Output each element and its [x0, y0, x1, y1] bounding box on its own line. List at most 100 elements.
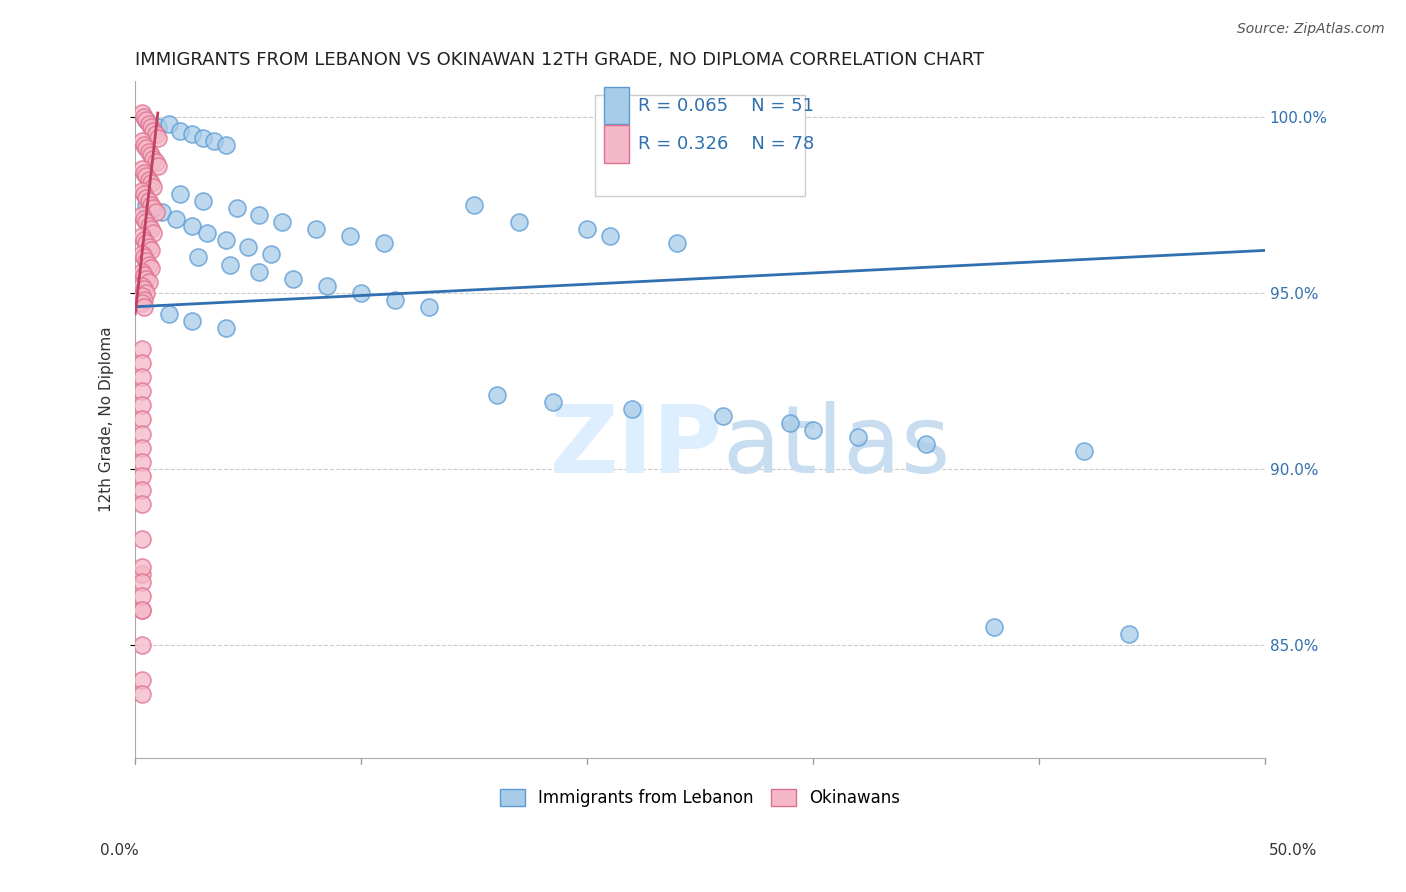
- Legend: Immigrants from Lebanon, Okinawans: Immigrants from Lebanon, Okinawans: [494, 782, 907, 814]
- Point: [666, 236, 689, 251]
- Point: [131, 356, 153, 370]
- Point: [621, 401, 644, 416]
- Point: [142, 226, 165, 240]
- Point: [1073, 444, 1095, 458]
- Point: [134, 268, 156, 282]
- Point: [169, 187, 191, 202]
- Point: [139, 177, 162, 191]
- Point: [135, 271, 157, 285]
- Point: [131, 567, 153, 582]
- Point: [135, 169, 157, 184]
- Point: [135, 285, 157, 300]
- Point: [135, 113, 157, 128]
- Point: [131, 370, 153, 384]
- Point: [316, 278, 339, 293]
- FancyBboxPatch shape: [595, 95, 806, 196]
- Point: [139, 120, 162, 135]
- Point: [135, 215, 157, 229]
- Point: [373, 236, 395, 251]
- Point: [1118, 627, 1140, 641]
- Point: [214, 137, 236, 152]
- Point: [138, 173, 160, 187]
- Point: [134, 166, 156, 180]
- Point: [131, 106, 153, 120]
- Point: [139, 244, 162, 258]
- Point: [134, 211, 156, 226]
- Point: [134, 293, 156, 307]
- Text: R = 0.326    N = 78: R = 0.326 N = 78: [638, 136, 814, 153]
- Point: [384, 293, 406, 307]
- Text: R = 0.065    N = 51: R = 0.065 N = 51: [638, 96, 814, 115]
- Point: [134, 137, 156, 152]
- Point: [779, 416, 801, 430]
- Point: [138, 240, 160, 254]
- Point: [142, 152, 165, 166]
- Point: [180, 127, 202, 141]
- Point: [131, 560, 153, 574]
- Y-axis label: 12th Grade, No Diploma: 12th Grade, No Diploma: [100, 326, 114, 512]
- Point: [138, 258, 160, 272]
- Point: [131, 441, 153, 455]
- FancyBboxPatch shape: [605, 125, 628, 162]
- Point: [138, 145, 160, 159]
- Point: [145, 155, 167, 169]
- Point: [131, 278, 153, 293]
- Point: [271, 215, 294, 229]
- Point: [135, 236, 157, 251]
- Point: [131, 264, 153, 278]
- Point: [131, 497, 153, 511]
- Point: [142, 123, 165, 137]
- Point: [165, 211, 187, 226]
- Point: [131, 603, 153, 617]
- Point: [418, 300, 440, 314]
- Point: [915, 437, 938, 451]
- Point: [801, 423, 824, 437]
- Point: [339, 229, 361, 244]
- Point: [305, 222, 328, 236]
- Point: [249, 264, 271, 278]
- Point: [131, 603, 153, 617]
- Point: [150, 204, 173, 219]
- Point: [131, 384, 153, 399]
- Point: [180, 314, 202, 328]
- Point: [131, 483, 153, 497]
- Text: IMMIGRANTS FROM LEBANON VS OKINAWAN 12TH GRADE, NO DIPLOMA CORRELATION CHART: IMMIGRANTS FROM LEBANON VS OKINAWAN 12TH…: [135, 51, 984, 69]
- Point: [599, 229, 621, 244]
- Point: [131, 468, 153, 483]
- Point: [145, 204, 167, 219]
- Point: [135, 191, 157, 205]
- Point: [135, 113, 157, 128]
- Point: [139, 197, 162, 211]
- Point: [139, 222, 162, 236]
- Point: [145, 127, 167, 141]
- Text: 0.0%: 0.0%: [100, 843, 139, 858]
- Point: [131, 574, 153, 589]
- Point: [485, 388, 508, 402]
- Point: [157, 117, 180, 131]
- Point: [146, 159, 169, 173]
- Point: [134, 251, 156, 265]
- Text: 50.0%: 50.0%: [1270, 843, 1317, 858]
- Point: [131, 162, 153, 177]
- Point: [134, 233, 156, 247]
- Text: ZIP: ZIP: [550, 401, 723, 492]
- Point: [131, 426, 153, 441]
- Point: [202, 134, 225, 148]
- Point: [214, 321, 236, 335]
- Point: [131, 687, 153, 701]
- Point: [142, 201, 165, 215]
- Point: [187, 251, 209, 265]
- Point: [180, 219, 202, 233]
- Point: [138, 194, 160, 208]
- Point: [225, 201, 247, 215]
- Point: [131, 673, 153, 688]
- Point: [131, 289, 153, 303]
- Point: [219, 258, 242, 272]
- Point: [576, 222, 599, 236]
- Point: [138, 275, 160, 289]
- Point: [131, 412, 153, 426]
- Point: [238, 240, 260, 254]
- Point: [139, 260, 162, 275]
- Point: [214, 233, 236, 247]
- Point: [138, 219, 160, 233]
